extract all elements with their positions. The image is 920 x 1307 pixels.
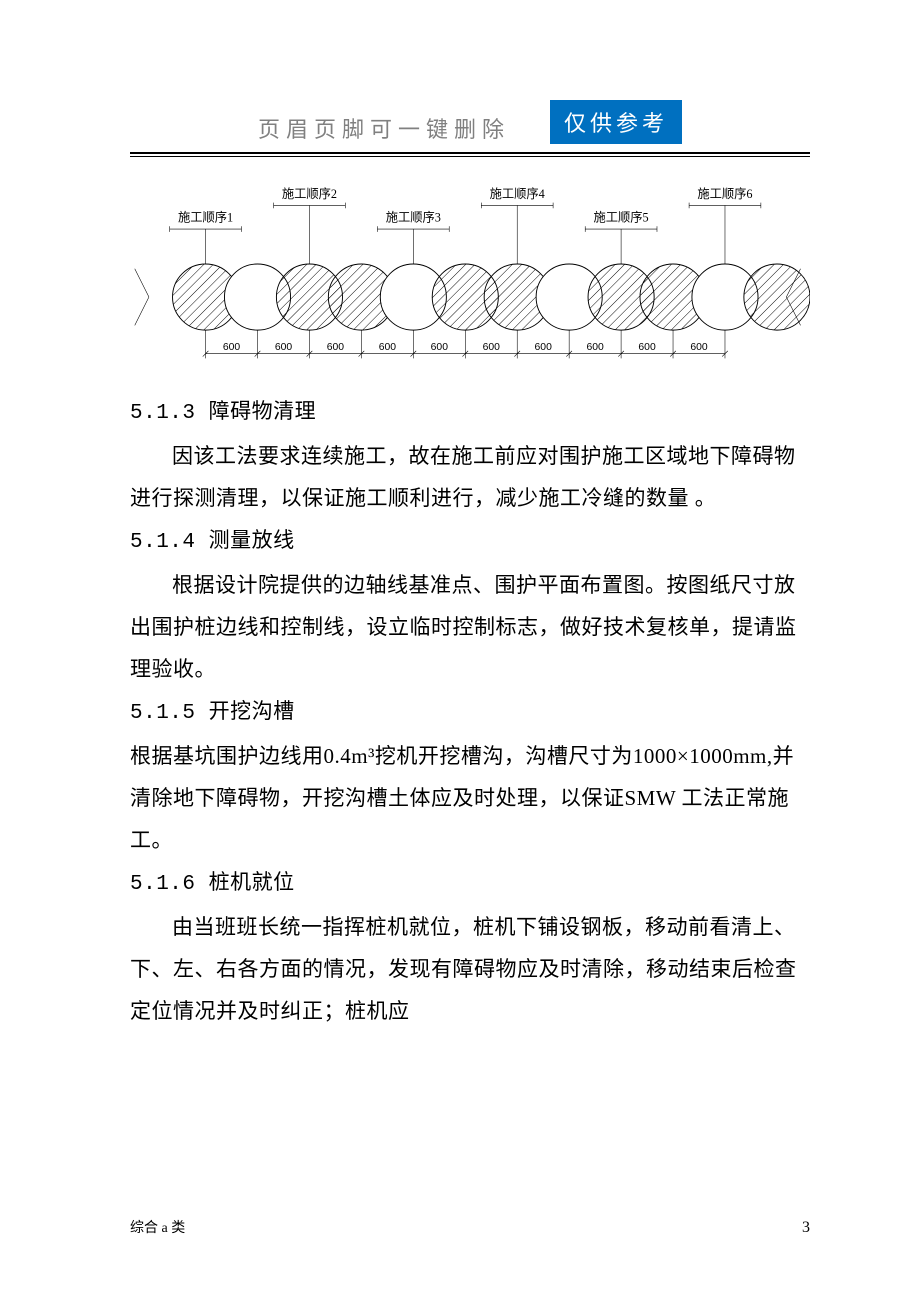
section-number: 5.1.5	[130, 702, 209, 725]
section-number: 5.1.6	[130, 873, 209, 896]
section-title: 开挖沟槽	[209, 699, 295, 723]
section-heading: 5.1.3 障碍物清理	[130, 390, 810, 435]
header-rule-thick	[130, 152, 810, 154]
svg-text:600: 600	[690, 342, 708, 353]
svg-text:600: 600	[327, 342, 345, 353]
paragraph: 根据基坑围护边线用0.4m³挖机开挖槽沟，沟槽尺寸为1000×1000mm,并清…	[130, 735, 810, 861]
svg-text:施工顺序4: 施工顺序4	[490, 186, 545, 201]
document-body: 5.1.3 障碍物清理因该工法要求连续施工，故在施工前应对围护施工区域地下障碍物…	[130, 390, 810, 1032]
footer-category: 综合 a 类	[130, 1217, 185, 1237]
paragraph: 因该工法要求连续施工，故在施工前应对围护施工区域地下障碍物进行探测清理，以保证施…	[130, 435, 810, 519]
paragraph: 根据设计院提供的边轴线基准点、围护平面布置图。按图纸尺寸放出围护桩边线和控制线，…	[130, 564, 810, 690]
paragraph: 由当班班长统一指挥桩机就位，桩机下铺设钢板，移动前看清上、下、左、右各方面的情况…	[130, 906, 810, 1032]
svg-text:600: 600	[223, 342, 241, 353]
section-number: 5.1.4	[130, 531, 209, 554]
svg-text:施工顺序2: 施工顺序2	[282, 186, 337, 201]
reference-badge: 仅供参考	[550, 100, 682, 144]
svg-text:施工顺序5: 施工顺序5	[593, 209, 648, 224]
section-heading: 5.1.6 桩机就位	[130, 861, 810, 906]
section-heading: 5.1.4 测量放线	[130, 519, 810, 564]
svg-text:600: 600	[586, 342, 604, 353]
svg-text:600: 600	[638, 342, 656, 353]
header-rule-thin	[130, 156, 810, 157]
svg-text:600: 600	[535, 342, 553, 353]
svg-text:600: 600	[379, 342, 397, 353]
svg-text:600: 600	[483, 342, 501, 353]
section-number: 5.1.3	[130, 402, 209, 425]
section-heading: 5.1.5 开挖沟槽	[130, 690, 810, 735]
construction-sequence-diagram: 施工顺序1 施工顺序2 施工顺序3 施工顺序4 施工顺序5 施工顺序6 600 600 600 6…	[130, 179, 810, 368]
svg-text:600: 600	[275, 342, 293, 353]
header-left-text: 页眉页脚可一键删除	[258, 112, 510, 144]
section-title: 测量放线	[209, 528, 295, 552]
page-number: 3	[802, 1219, 810, 1237]
page-header: 页眉页脚可一键删除 仅供参考	[130, 100, 810, 144]
svg-text:施工顺序1: 施工顺序1	[178, 209, 233, 224]
section-title: 障碍物清理	[209, 399, 317, 423]
svg-text:施工顺序3: 施工顺序3	[386, 209, 441, 224]
section-title: 桩机就位	[209, 870, 295, 894]
document-page: 页眉页脚可一键删除 仅供参考 施工顺序1 施工顺序2 施工顺序3 施工顺序4 施工顺序5…	[0, 0, 920, 1307]
svg-text:施工顺序6: 施工顺序6	[697, 186, 752, 201]
svg-text:600: 600	[431, 342, 449, 353]
